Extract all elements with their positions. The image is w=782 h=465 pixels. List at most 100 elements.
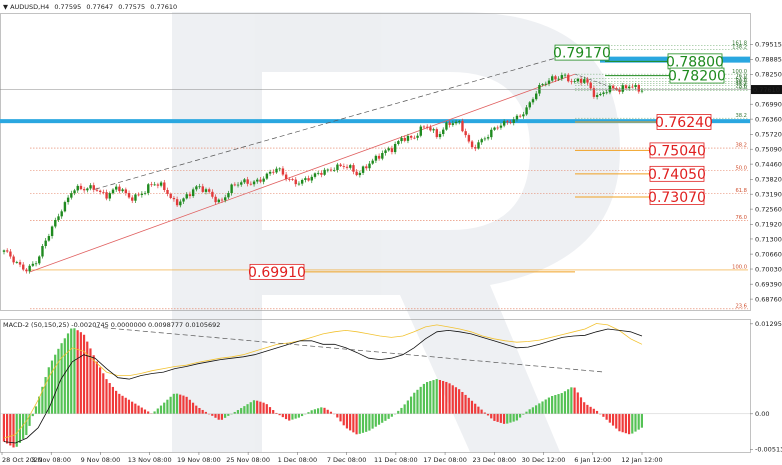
candle-body	[336, 164, 339, 170]
candle-body	[515, 115, 519, 120]
macd-histogram-bar	[611, 413, 615, 426]
x-tick-label: 28 Oct 2020	[2, 456, 42, 464]
candle-body	[329, 169, 333, 171]
macd-plot-frame	[0, 319, 751, 453]
fib-right-label: 0.0	[739, 85, 747, 91]
candle-body	[201, 186, 204, 192]
fib-right-label: 23.6	[735, 83, 747, 89]
candle-body	[611, 85, 615, 89]
candle-body	[175, 199, 179, 206]
macd-histogram-bar	[374, 413, 377, 427]
candle-body	[480, 139, 483, 143]
macd-histogram-bar	[230, 413, 233, 415]
macd-histogram-bar	[355, 413, 358, 435]
y-tick-label: 0.75090	[755, 146, 782, 154]
candle-body	[416, 135, 419, 138]
macd-histogram-bar	[371, 413, 374, 429]
main-plot-frame	[0, 13, 751, 311]
trend-line-up	[29, 73, 576, 273]
macd-y-tick-label: 0.00	[755, 410, 769, 418]
macd-histogram-bar	[486, 413, 490, 416]
macd-histogram-bar	[551, 396, 554, 414]
macd-trend-line	[94, 326, 606, 373]
macd-histogram-bar	[496, 413, 499, 422]
macd-histogram-bar	[89, 348, 92, 414]
macd-histogram-bar	[259, 401, 262, 414]
macd-title: MACD-2 (50,150,25) -0.0020745 0.0000000 …	[3, 321, 220, 329]
macd-histogram-bar	[361, 413, 365, 433]
high-value: 0.77647	[86, 3, 113, 11]
macd-histogram-bar	[631, 413, 634, 434]
candle-body	[150, 184, 153, 186]
macd-histogram-bar	[182, 395, 185, 414]
macd-histogram-bar	[134, 403, 137, 414]
close-value: 0.77610	[150, 3, 177, 11]
macd-histogram-bar	[470, 400, 474, 414]
y-tick-label: 0.75720	[755, 131, 782, 139]
candle-body	[551, 76, 554, 81]
current-price-label: 0.77610	[753, 86, 780, 94]
candle-body	[233, 184, 237, 186]
candle-body	[349, 165, 352, 168]
x-tick-label: 7 Dec 08:00	[327, 456, 367, 464]
candle-body	[195, 186, 198, 190]
candle-body	[432, 129, 435, 131]
candle-body	[589, 82, 592, 89]
macd-histogram-bar	[602, 413, 605, 417]
candle-body	[281, 168, 285, 175]
macd-histogram-bar	[397, 410, 400, 414]
candle-body	[352, 165, 355, 172]
macd-histogram-bar	[198, 407, 201, 414]
macd-histogram-bar	[6, 413, 9, 444]
macd-histogram-bar	[102, 373, 105, 414]
fib-label: 38.2	[735, 143, 747, 149]
candle-body	[38, 256, 41, 264]
y-tick-label: 0.72560	[755, 205, 782, 213]
macd-histogram-bar	[605, 413, 608, 420]
candle-body	[541, 84, 544, 86]
candle-body	[240, 182, 243, 185]
candle-body	[12, 256, 15, 263]
macd-histogram-bar	[268, 407, 272, 414]
candle-body	[448, 122, 451, 125]
macd-histogram-bar	[224, 413, 227, 418]
macd-histogram-bar	[640, 413, 643, 428]
candle-body	[41, 246, 44, 257]
level-label: 0.69910	[248, 265, 306, 281]
candle-body	[191, 189, 195, 197]
macd-histogram-bar	[316, 408, 320, 414]
candle-body	[425, 126, 429, 128]
macd-histogram-bar	[70, 328, 73, 414]
macd-histogram-bar	[342, 413, 345, 426]
candle-body	[188, 194, 192, 197]
candle-body	[384, 150, 387, 154]
candle-body	[451, 123, 455, 125]
macd-histogram-bar	[567, 389, 570, 414]
candle-body	[406, 135, 410, 141]
macd-histogram-bar	[82, 334, 86, 414]
macd-histogram-bar	[278, 413, 281, 416]
candle-body	[576, 78, 580, 82]
level-label: 0.74050	[648, 167, 706, 183]
macd-histogram-bar	[448, 383, 451, 414]
macd-histogram-bar	[172, 393, 175, 414]
level-box	[249, 263, 305, 280]
candle-body	[496, 127, 499, 129]
candle-body	[464, 131, 467, 136]
level-box	[669, 67, 725, 84]
candle-body	[438, 134, 442, 138]
x-tick-label: 11 Dec 08:00	[374, 456, 418, 464]
candle-body	[207, 189, 211, 192]
candle-body	[333, 169, 336, 171]
candle-body	[134, 194, 137, 201]
macd-histogram-bar	[207, 413, 211, 415]
macd-histogram-bar	[627, 413, 631, 435]
candle-body	[147, 184, 150, 193]
x-tick-label: 19 Nov 08:00	[177, 456, 221, 464]
candle-body	[28, 265, 31, 272]
macd-histogram-bar	[518, 413, 522, 418]
candle-body	[137, 194, 140, 196]
candle-body	[599, 93, 602, 96]
candle-body	[156, 184, 160, 186]
candle-body	[111, 189, 115, 194]
